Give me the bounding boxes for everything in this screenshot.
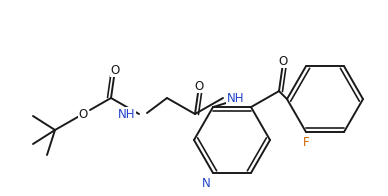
Text: O: O [194,80,204,93]
Text: NH: NH [227,92,244,104]
Text: NH: NH [118,107,135,121]
Text: O: O [278,55,288,68]
Text: N: N [202,177,211,190]
Text: O: O [110,64,120,76]
Text: F: F [303,136,309,149]
Text: O: O [78,107,88,121]
